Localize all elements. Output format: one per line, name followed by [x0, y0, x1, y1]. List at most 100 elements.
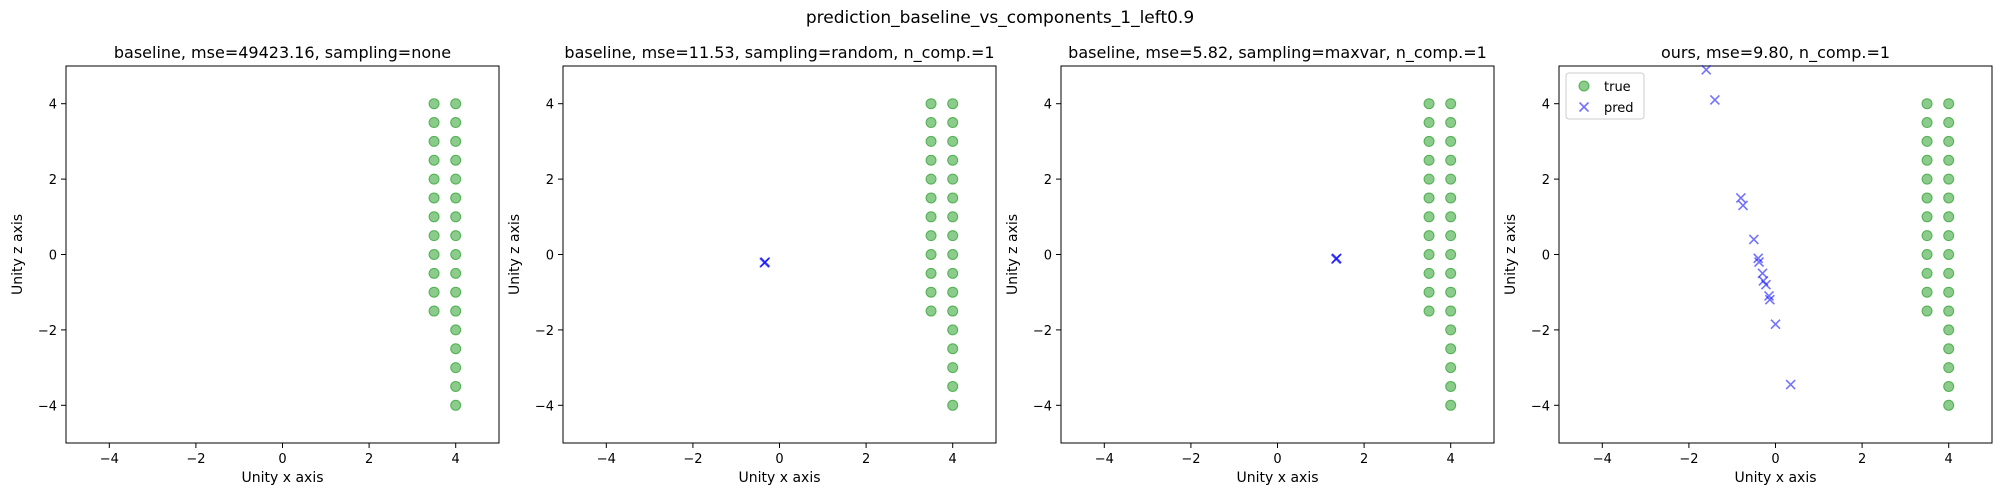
data-point-true — [1423, 135, 1435, 147]
data-point-pred — [1737, 200, 1749, 211]
data-point-true — [450, 305, 462, 317]
x-axis-label: Unity x axis — [1236, 470, 1318, 486]
data-point-true — [947, 135, 959, 147]
data-point-pred — [1701, 64, 1712, 75]
data-point-true — [1423, 249, 1435, 260]
data-point-true — [428, 286, 440, 298]
x-tick-label: 2 — [365, 452, 373, 467]
data-point-true — [428, 230, 440, 242]
data-point-true — [1943, 211, 1955, 223]
data-point-true — [1921, 98, 1933, 110]
x-tick-label: −4 — [1095, 452, 1114, 467]
data-point-true — [947, 249, 959, 260]
data-point-true — [1943, 380, 1955, 392]
x-tick-label: 4 — [452, 452, 460, 467]
x-tick-label: 2 — [1360, 452, 1368, 467]
data-point-true — [1445, 249, 1457, 260]
y-tick-label: 4 — [1542, 98, 1550, 113]
y-tick-label: −4 — [535, 399, 554, 414]
subplot-3: baseline, mse=5.82, sampling=maxvar, n_c… — [1005, 43, 1495, 486]
data-point-true — [428, 117, 440, 129]
data-point-true — [450, 286, 462, 298]
x-tick-label: 0 — [1273, 452, 1281, 467]
x-tick-label: −2 — [1181, 452, 1200, 467]
data-point-true — [1445, 267, 1457, 279]
x-tick-label: −2 — [1679, 452, 1698, 467]
data-point-true — [1943, 305, 1955, 317]
subplot-1: baseline, mse=49423.16, sampling=none −4 −… — [10, 43, 500, 486]
data-point-true — [947, 286, 959, 298]
data-point-true — [1943, 117, 1955, 129]
y-axis-label: Unity z axis — [10, 214, 26, 295]
data-point-true — [1943, 324, 1955, 336]
y-tick-label: 0 — [1044, 249, 1052, 264]
data-point-true — [450, 380, 462, 392]
subplot-4: ours, mse=9.80, n_comp.=1 −4 −2 0 2 4 −4 −2 0 2 4 U… — [1503, 43, 1993, 486]
data-point-true — [947, 305, 959, 317]
x-tick-label: −4 — [100, 452, 119, 467]
data-point-true — [947, 192, 959, 204]
data-point-true — [428, 267, 440, 279]
data-point-true — [1943, 362, 1955, 374]
data-point-true — [1423, 98, 1435, 110]
data-point-true — [450, 192, 462, 204]
legend-marker-true — [1578, 80, 1590, 92]
data-point-true — [1921, 305, 1933, 317]
data-point-true — [1445, 135, 1457, 147]
data-point-true — [1921, 249, 1933, 260]
data-point-true — [1423, 305, 1435, 317]
data-point-pred — [1753, 256, 1765, 268]
data-point-true — [1445, 286, 1457, 298]
y-tick-label: −4 — [38, 399, 57, 414]
data-point-true — [1445, 154, 1457, 166]
y-tick-label: 2 — [546, 173, 554, 188]
data-point-true — [1445, 192, 1457, 204]
data-point-true — [947, 173, 959, 185]
y-tick-label: −4 — [1033, 399, 1052, 414]
data-point-true — [450, 98, 462, 110]
legend-label: pred — [1604, 101, 1634, 116]
y-tick-label: −2 — [1033, 324, 1052, 339]
data-point-true — [947, 380, 959, 392]
data-point-true — [925, 249, 937, 260]
data-point-true — [1423, 154, 1435, 166]
data-point-true — [947, 117, 959, 129]
data-point-true — [450, 324, 462, 336]
data-point-pred — [1770, 319, 1781, 330]
data-point-true — [428, 154, 440, 166]
x-tick-label: 0 — [1771, 452, 1779, 467]
y-tick-label: 4 — [546, 98, 554, 113]
data-point-true — [947, 98, 959, 110]
data-point-true — [947, 211, 959, 223]
data-point-pred — [1760, 279, 1772, 290]
y-tick-label: −2 — [1531, 324, 1550, 339]
data-point-true — [1943, 343, 1955, 355]
data-point-true — [450, 211, 462, 223]
data-point-true — [1943, 267, 1955, 279]
y-tick-label: 0 — [546, 249, 554, 264]
data-point-true — [925, 154, 937, 166]
data-point-true — [1423, 286, 1435, 298]
data-point-true — [1445, 380, 1457, 392]
x-tick-label: 0 — [775, 452, 783, 467]
legend: true pred — [1565, 72, 1645, 120]
data-point-true — [925, 135, 937, 147]
y-tick-label: −4 — [1531, 399, 1550, 414]
data-point-true — [1445, 211, 1457, 223]
data-point-true — [1921, 154, 1933, 166]
data-point-true — [1943, 249, 1955, 260]
data-point-true — [1445, 117, 1457, 129]
data-point-true — [450, 154, 462, 166]
y-tick-label: 4 — [1044, 98, 1052, 113]
data-point-true — [450, 117, 462, 129]
data-point-true — [947, 230, 959, 242]
x-tick-label: −4 — [597, 452, 616, 467]
data-point-pred — [1709, 94, 1720, 105]
data-point-true — [1445, 324, 1457, 336]
data-point-pred — [759, 257, 770, 268]
y-tick-label: 4 — [49, 98, 57, 113]
data-point-true — [1423, 117, 1435, 129]
data-point-true — [925, 286, 937, 298]
data-point-pred — [1763, 290, 1775, 302]
